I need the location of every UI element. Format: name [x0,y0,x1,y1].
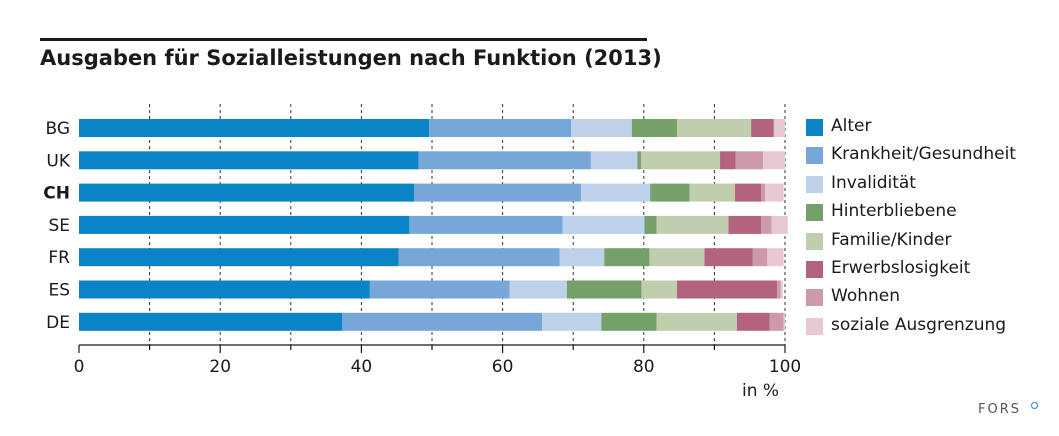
bar-segment [765,183,784,202]
x-tick-label: 40 [351,357,373,377]
bar-segment [79,151,419,170]
legend-swatch [806,147,823,165]
bar-segment [601,312,657,331]
bar-segment [398,248,560,267]
bar-segment [656,215,729,234]
bar-segment [562,215,645,234]
bar-segment [640,151,721,170]
legend-label: Erwerbslosigkeit [831,257,971,278]
bar-segment [604,248,650,267]
bar-segment [650,183,690,202]
x-tick-label: 100 [769,357,801,377]
title-rule [40,38,647,41]
bar-segment [720,151,736,170]
x-axis-unit-label: in % [742,381,780,401]
bar-segment [542,312,602,331]
bar-segment [641,280,677,299]
bar-segment [414,183,581,202]
bar-segment [736,312,770,331]
bar-segment [773,119,775,137]
bar-segment [735,151,764,170]
bar-segment [79,312,343,331]
bar-segment [342,312,543,331]
legend-label: Krankheit/Gesundheit [831,144,1016,165]
bar-segment [369,280,510,299]
bar-segment [418,151,591,170]
x-tick-label: 20 [209,357,231,377]
legend-label: Familie/Kinder [831,229,952,250]
legend-label: Hinterbliebene [831,201,957,222]
bar-segment [571,119,632,137]
bar-segment [689,183,735,202]
bar-segment [79,280,370,299]
legend-label: soziale Ausgrenzung [831,314,1007,335]
bar-segment [734,183,761,202]
legend-swatch [806,289,823,307]
bar-segment [676,119,752,137]
legend-swatch [806,204,823,222]
bar-segment [566,280,642,299]
bar-segment [751,119,774,137]
bar-segment [704,248,753,267]
bar-segment [79,248,399,267]
bar-segment [559,248,605,267]
x-tick-label: 80 [633,357,655,377]
bar-segment [752,248,768,267]
category-label: BG [45,119,70,139]
category-label: DE [46,313,70,333]
bar-segment [79,183,415,202]
brand-logo: FORS [978,402,1021,417]
bar-segment [590,151,638,170]
category-label: UK [46,151,70,171]
bar-segment [728,215,761,234]
legend-swatch [806,119,823,136]
x-tick-label: 0 [74,357,85,377]
bar-segment [771,215,788,234]
category-label: FR [48,248,70,268]
bar-segment [580,183,651,202]
bar-segment [777,280,781,299]
bar-segment [769,312,784,331]
bar-segment [760,215,772,234]
bar-segment [767,248,784,267]
bar-segment [656,312,737,331]
legend-label: Wohnen [831,286,900,307]
bar-segment [763,151,785,170]
bar-segment [649,248,705,267]
bar-segment [79,215,410,234]
bar-segment [644,215,657,234]
bar-segment [509,280,567,299]
bar-segment [780,280,783,299]
legend-label: Invalidität [831,172,916,193]
category-label: ES [48,281,70,301]
bar-segment [783,312,785,331]
legend-label: Alter [831,116,872,136]
legend-swatch [806,260,823,278]
bar-segment [631,119,677,137]
bar-segment [79,119,430,137]
bar-segment [637,151,641,170]
bar-segment [409,215,563,234]
chart-title: Ausgaben für Sozialleistungen nach Funkt… [40,46,662,70]
legend-swatch [806,232,823,250]
bar-segment [774,119,785,137]
category-label: SE [48,216,70,236]
legend-swatch [806,175,823,193]
brand-dot-icon [1031,402,1038,409]
bar-segment [676,280,778,299]
category-label: CH [43,184,70,204]
bar-segment [429,119,572,137]
x-tick-label: 60 [492,357,514,377]
legend-swatch [806,317,823,335]
bar-segment [760,183,766,202]
